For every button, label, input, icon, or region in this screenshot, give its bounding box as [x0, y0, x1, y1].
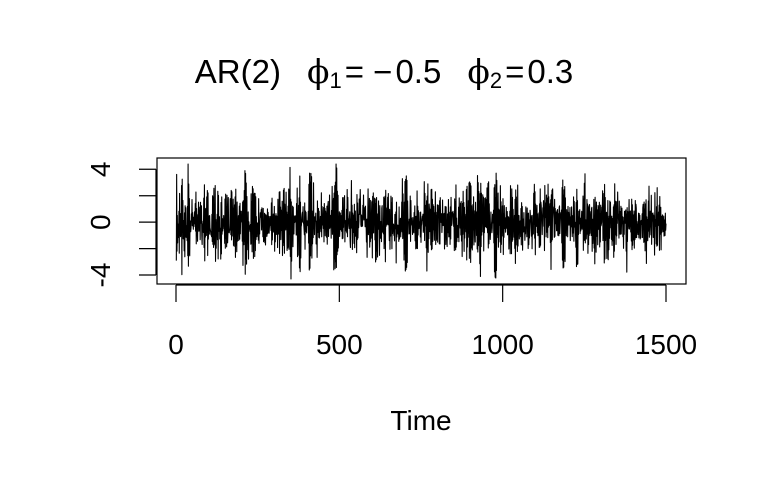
chart-title: AR(2) ϕ1= −0.5 ϕ2=0.3	[0, 52, 768, 94]
x-tick-label: 0	[168, 329, 184, 360]
title-phi1-relation: = −	[344, 53, 393, 90]
x-axis-label: Time	[390, 405, 451, 436]
title-phi1-symbol: ϕ	[306, 52, 330, 91]
y-tick-label: -4	[85, 263, 116, 288]
title-model: AR(2)	[194, 53, 281, 90]
x-tick-label: 500	[316, 329, 363, 360]
x-tick-label: 1500	[635, 329, 697, 360]
series-line-group	[175, 163, 667, 280]
plot-box	[156, 157, 687, 285]
title-phi1-subscript: 1	[329, 68, 342, 93]
y-axis: -4 0 4	[85, 162, 157, 288]
y-tick-label: 0	[85, 214, 116, 230]
title-phi2-value: 0.3	[527, 53, 574, 90]
x-axis: 0 500 1000 1500	[168, 284, 697, 360]
title-phi2-relation: =	[505, 53, 525, 90]
title-phi2-subscript: 2	[489, 68, 503, 93]
series-line	[175, 163, 667, 280]
title-phi1-value: 0.5	[395, 53, 442, 90]
x-tick-label: 1000	[472, 329, 534, 360]
title-phi2-symbol: ϕ	[467, 52, 490, 91]
y-tick-label: 4	[85, 162, 116, 178]
